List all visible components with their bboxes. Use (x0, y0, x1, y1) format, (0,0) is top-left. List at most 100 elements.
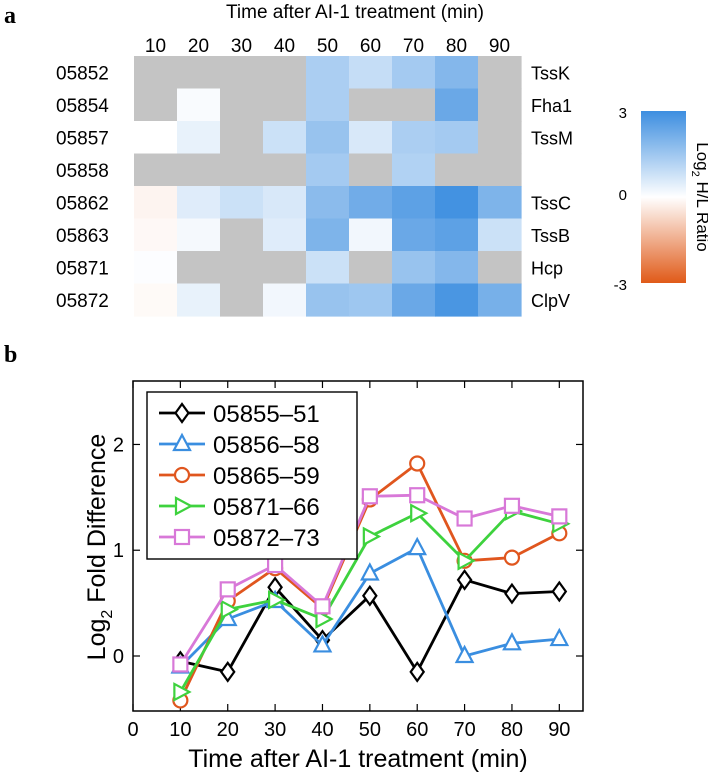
heatmap-row-id: 05871 (56, 258, 109, 279)
colorbar-tick-label: 3 (619, 105, 627, 122)
heatmap-cell (349, 218, 393, 252)
heatmap-row-id: 05857 (56, 128, 109, 149)
heatmap-cell (392, 88, 436, 122)
heatmap-cell (478, 88, 522, 122)
x-tick-label: 90 (548, 719, 570, 741)
heatmap-cell (220, 153, 264, 187)
heatmap-cell (134, 56, 178, 90)
heatmap-cell (220, 121, 264, 155)
data-point (314, 598, 331, 615)
y-axis-label: Log2 Fold Difference (83, 434, 116, 661)
y-tick-label: 1 (113, 540, 124, 562)
data-point (361, 488, 378, 505)
data-point (502, 631, 522, 651)
heatmap-cell (306, 153, 350, 187)
heatmap-cell (392, 186, 436, 220)
heatmap-cell (263, 56, 307, 90)
data-point (409, 487, 426, 504)
heatmap-cell (306, 251, 350, 285)
heatmap-row-id: 05858 (56, 161, 109, 182)
x-tick-label: 70 (453, 719, 475, 741)
heatmap-cell (392, 283, 436, 317)
x-tick-label: 0 (127, 719, 138, 741)
data-point (551, 580, 568, 603)
data-point (268, 590, 287, 610)
data-point (219, 581, 236, 598)
heatmap-cell (349, 121, 393, 155)
heatmap-cell (177, 153, 221, 187)
legend-label: 05856–58 (213, 432, 320, 459)
y-tick-label: 0 (113, 646, 124, 668)
heatmap-cell (177, 283, 221, 317)
data-point (457, 550, 476, 571)
legend-entry: 05872–73 (159, 525, 320, 552)
data-point (362, 526, 382, 547)
x-tick-label: 80 (501, 719, 523, 741)
heatmap-cell (177, 186, 221, 220)
data-point (503, 549, 521, 566)
heatmap-cell (478, 121, 522, 155)
heatmap-column-label: 40 (274, 36, 295, 57)
heatmap-cell (349, 186, 393, 220)
heatmap-cell (220, 218, 264, 252)
heatmap-column-label: 90 (489, 36, 510, 57)
legend-label: 05871–66 (213, 494, 320, 521)
heatmap-gene-label: Hcp (531, 258, 563, 278)
heatmap-cell (220, 283, 264, 317)
heatmap-cell (134, 283, 178, 317)
heatmap-row-id: 05854 (56, 96, 109, 117)
data-point (409, 455, 426, 472)
data-point (454, 644, 475, 664)
x-tick-label: 10 (169, 719, 191, 741)
heatmap-gene-label: ClpV (531, 291, 570, 311)
data-point (551, 508, 568, 525)
legend-label: 05855–51 (213, 401, 320, 428)
heatmap-column-label: 80 (446, 36, 467, 57)
heatmap-row-id: 05863 (56, 226, 109, 247)
plot-frame (132, 380, 584, 712)
heatmap-cell (263, 153, 307, 187)
heatmap-gene-label: TssB (531, 226, 570, 246)
heatmap-cell (306, 121, 350, 155)
panel-b-letter: b (4, 342, 17, 368)
data-point (315, 609, 334, 629)
colorbar-tick-label: -3 (614, 277, 627, 294)
x-tick-label: 20 (217, 719, 239, 741)
colorbar-ticks: 3 0 -3 (614, 105, 627, 294)
heatmap-cell (263, 283, 307, 317)
heatmap-cell (263, 186, 307, 220)
heatmap-cell (392, 218, 436, 252)
heatmap-column-label: 60 (360, 36, 381, 57)
heatmap-column-label: 30 (231, 36, 252, 57)
legend-marker (173, 466, 191, 484)
heatmap-cell (263, 88, 307, 122)
data-point (172, 656, 189, 673)
heatmap-column-label: 50 (317, 36, 338, 57)
panel-a-letter: a (4, 3, 16, 29)
heatmap-cell (220, 88, 264, 122)
heatmap-cell (349, 251, 393, 285)
legend-label: 05872–73 (213, 525, 320, 552)
heatmap-row-id: 05872 (56, 291, 109, 312)
heatmap-cell (177, 121, 221, 155)
heatmap-cell (306, 283, 350, 317)
data-point (503, 497, 521, 514)
heatmap-cell (306, 186, 350, 220)
heatmap-cell (478, 283, 522, 317)
x-tick-label: 60 (406, 719, 428, 741)
heatmap-row-id: 05862 (56, 193, 109, 214)
data-point (220, 599, 240, 620)
heatmap-cell (306, 218, 350, 252)
heatmap-cell (435, 218, 479, 252)
legend-marker (174, 402, 190, 424)
x-axis-label: Time after AI-1 treatment (min) (188, 745, 527, 773)
legend-marker (174, 496, 194, 516)
heatmap-cell (435, 121, 479, 155)
heatmap-cell (435, 88, 479, 122)
heatmap-column-label: 70 (403, 36, 424, 57)
heatmap-cells (134, 56, 522, 317)
heatmap-cell (134, 88, 178, 122)
line-chart-legend: 05855–51 05856–58 05865–59 05871–66 05872–73 (146, 391, 358, 560)
heatmap-gene-label: Fha1 (531, 96, 572, 116)
